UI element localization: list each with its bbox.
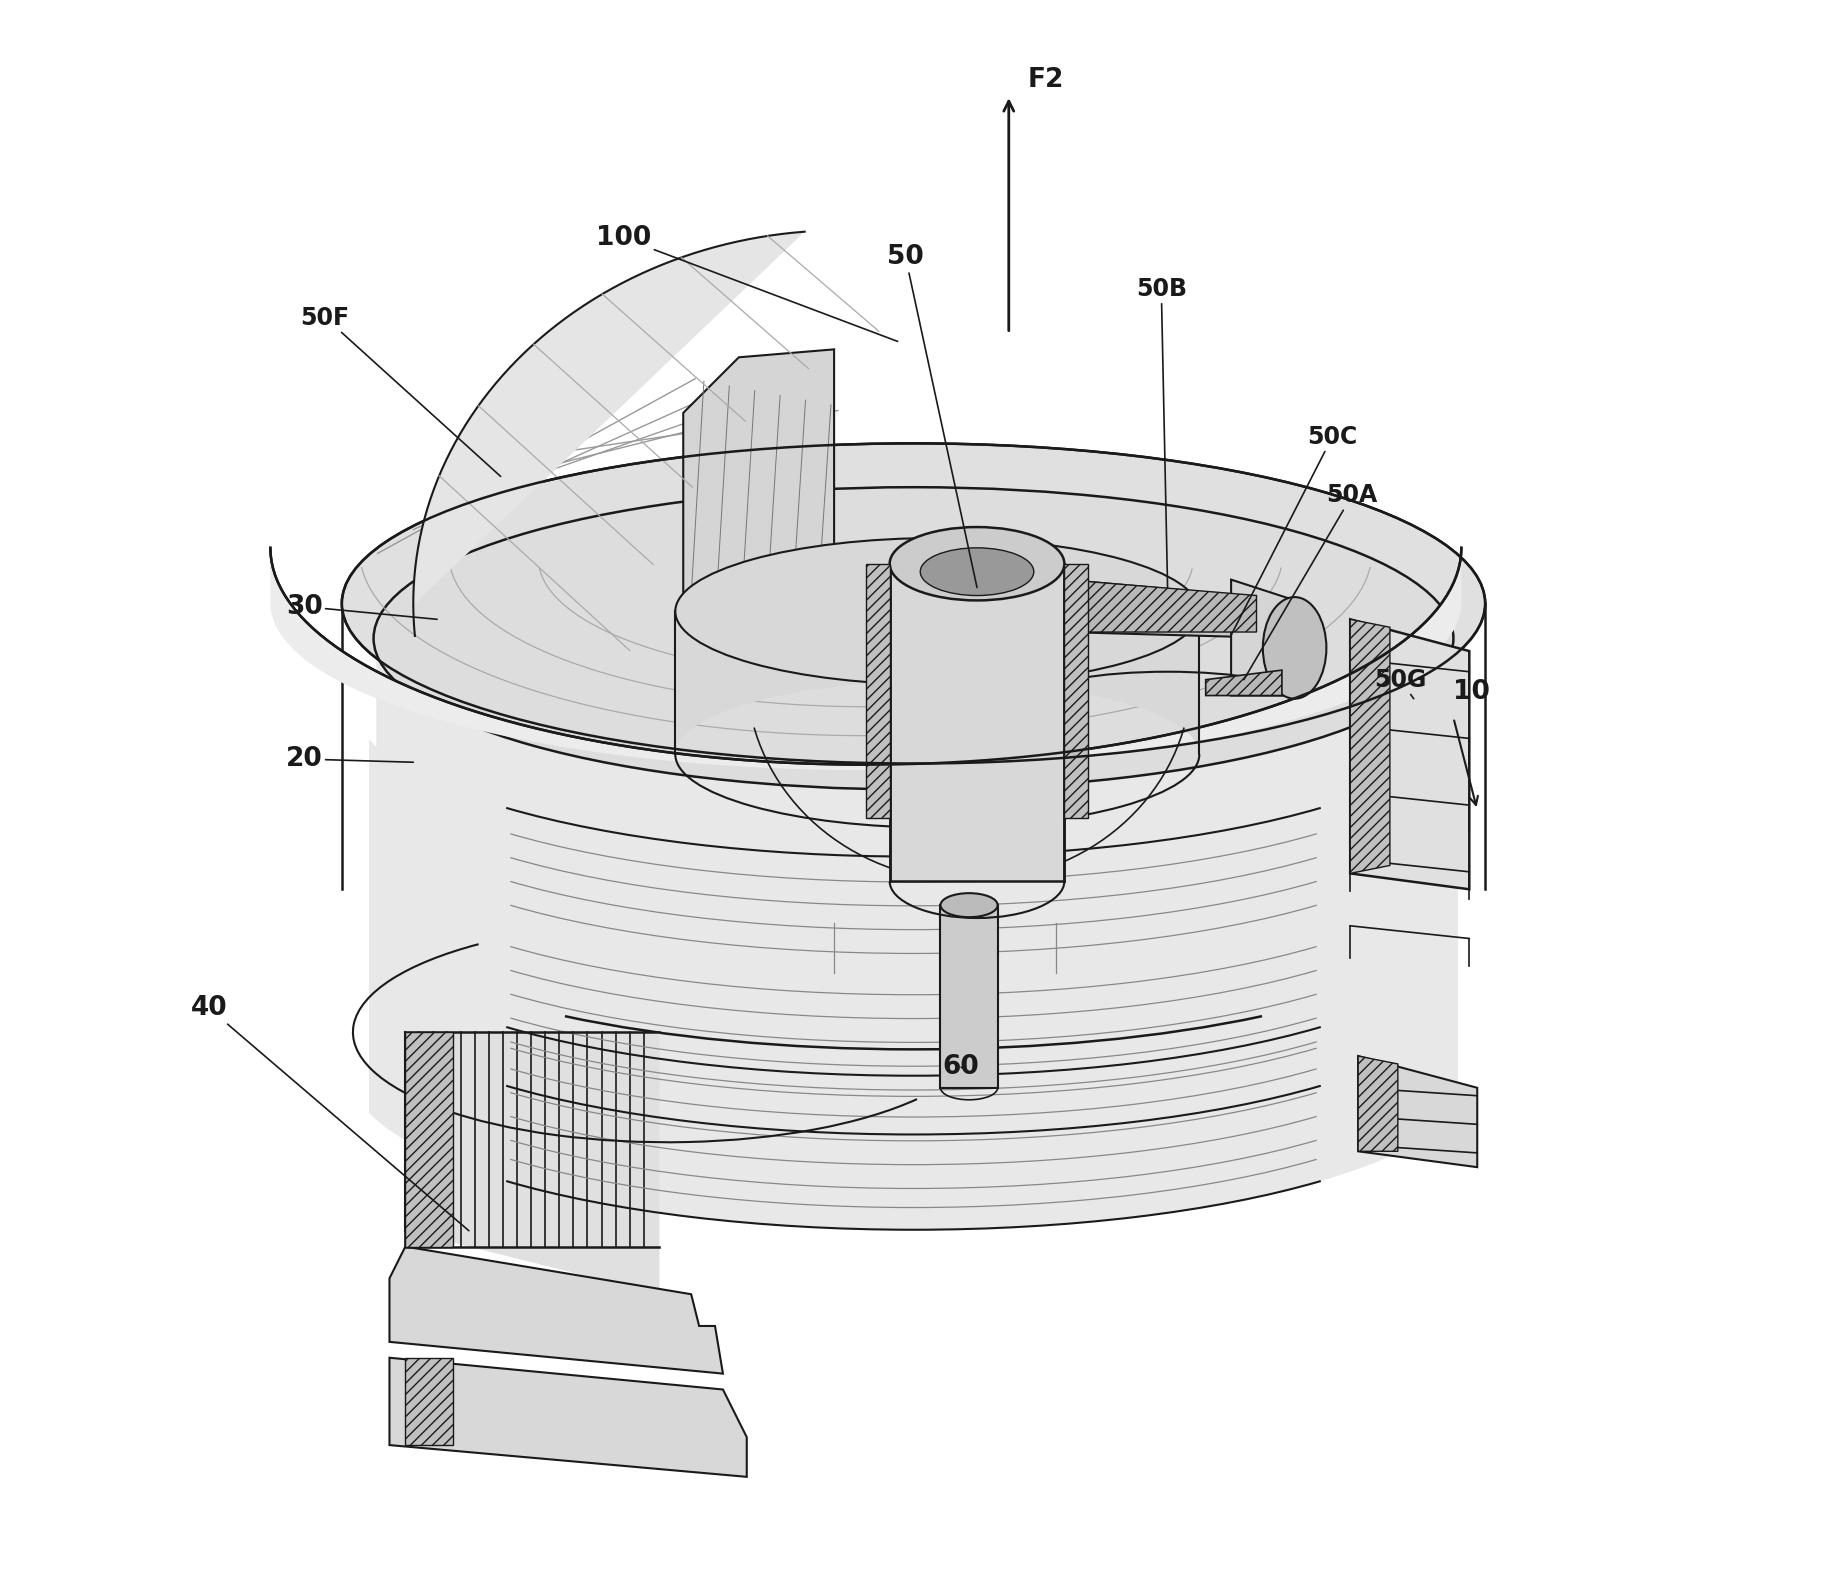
Text: 50: 50	[888, 245, 977, 588]
Ellipse shape	[342, 443, 1485, 764]
Polygon shape	[941, 905, 998, 1088]
Ellipse shape	[676, 538, 1199, 684]
Polygon shape	[270, 548, 1462, 770]
Ellipse shape	[921, 548, 1034, 596]
Text: 30: 30	[287, 594, 437, 619]
Polygon shape	[1231, 580, 1295, 696]
Text: 50A: 50A	[1244, 483, 1378, 680]
Ellipse shape	[373, 488, 1454, 789]
Polygon shape	[890, 564, 1065, 881]
Ellipse shape	[941, 892, 998, 918]
Polygon shape	[1065, 580, 1295, 638]
Polygon shape	[389, 1247, 723, 1374]
Polygon shape	[1350, 619, 1390, 873]
Ellipse shape	[890, 527, 1065, 600]
Polygon shape	[376, 657, 1451, 1050]
Text: 60: 60	[943, 1054, 979, 1080]
Text: 20: 20	[287, 746, 413, 772]
Polygon shape	[676, 538, 1199, 754]
Polygon shape	[1065, 580, 1257, 632]
Text: 50C: 50C	[1231, 424, 1357, 635]
Text: 50B: 50B	[1136, 276, 1188, 588]
Text: 50G: 50G	[1374, 667, 1427, 699]
Polygon shape	[683, 349, 835, 596]
Text: 40: 40	[190, 996, 470, 1231]
Polygon shape	[406, 1032, 660, 1294]
Polygon shape	[1357, 1056, 1398, 1151]
Polygon shape	[1206, 670, 1283, 696]
Polygon shape	[369, 959, 1458, 1229]
Polygon shape	[1065, 564, 1089, 818]
Polygon shape	[1357, 1056, 1478, 1167]
Polygon shape	[389, 1358, 747, 1477]
Text: 10: 10	[1454, 678, 1491, 705]
Ellipse shape	[1262, 597, 1326, 699]
Text: 50F: 50F	[301, 305, 501, 476]
Polygon shape	[413, 232, 804, 635]
Polygon shape	[369, 740, 1458, 1134]
Polygon shape	[866, 564, 890, 818]
Text: 100: 100	[596, 225, 897, 341]
Polygon shape	[406, 1032, 453, 1247]
Polygon shape	[1350, 619, 1469, 889]
Polygon shape	[406, 1358, 453, 1445]
Text: F2: F2	[1029, 67, 1063, 94]
